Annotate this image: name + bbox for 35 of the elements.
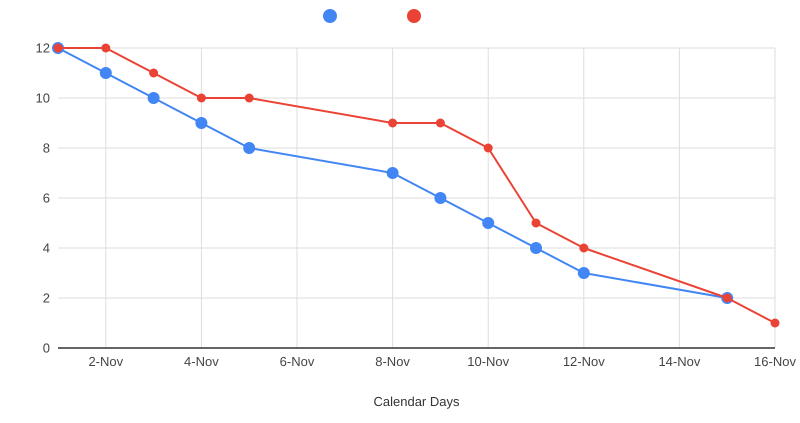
point: [770, 318, 780, 328]
x-axis-title: Calendar Days: [374, 394, 460, 409]
point: [530, 242, 542, 254]
x-tick-label: 14-Nov: [658, 354, 701, 369]
point: [243, 142, 256, 154]
y-tick-label: 2: [42, 290, 50, 306]
y-tick-label: 12: [36, 40, 50, 56]
point: [386, 167, 399, 179]
point: [578, 267, 590, 279]
x-tick-label: 4-Nov: [184, 354, 220, 369]
point: [101, 44, 110, 52]
point: [148, 92, 160, 104]
x-tick-label: 8-Nov: [375, 354, 410, 369]
x-tick-label: 6-Nov: [280, 354, 315, 369]
point: [579, 244, 588, 252]
point: [195, 117, 208, 129]
point: [196, 94, 206, 102]
y-tick-label: 10: [36, 90, 50, 106]
point: [532, 218, 540, 228]
point: [244, 94, 254, 102]
x-tick-label: 16-Nov: [754, 354, 796, 369]
x-tick-label: 12-Nov: [562, 354, 606, 369]
point: [484, 144, 493, 152]
x-tick-label: 2-Nov: [88, 354, 124, 369]
y-tick-label: 4: [42, 240, 50, 256]
y-tick-label: 6: [42, 190, 50, 206]
x-tick-label: 10-Nov: [467, 354, 510, 369]
point: [436, 118, 445, 128]
point: [388, 118, 398, 128]
point: [100, 67, 112, 79]
y-tick-label: 8: [42, 140, 50, 156]
point: [149, 68, 158, 78]
y-tick-label: 0: [42, 340, 50, 356]
point: [482, 217, 494, 229]
point: [434, 192, 446, 204]
